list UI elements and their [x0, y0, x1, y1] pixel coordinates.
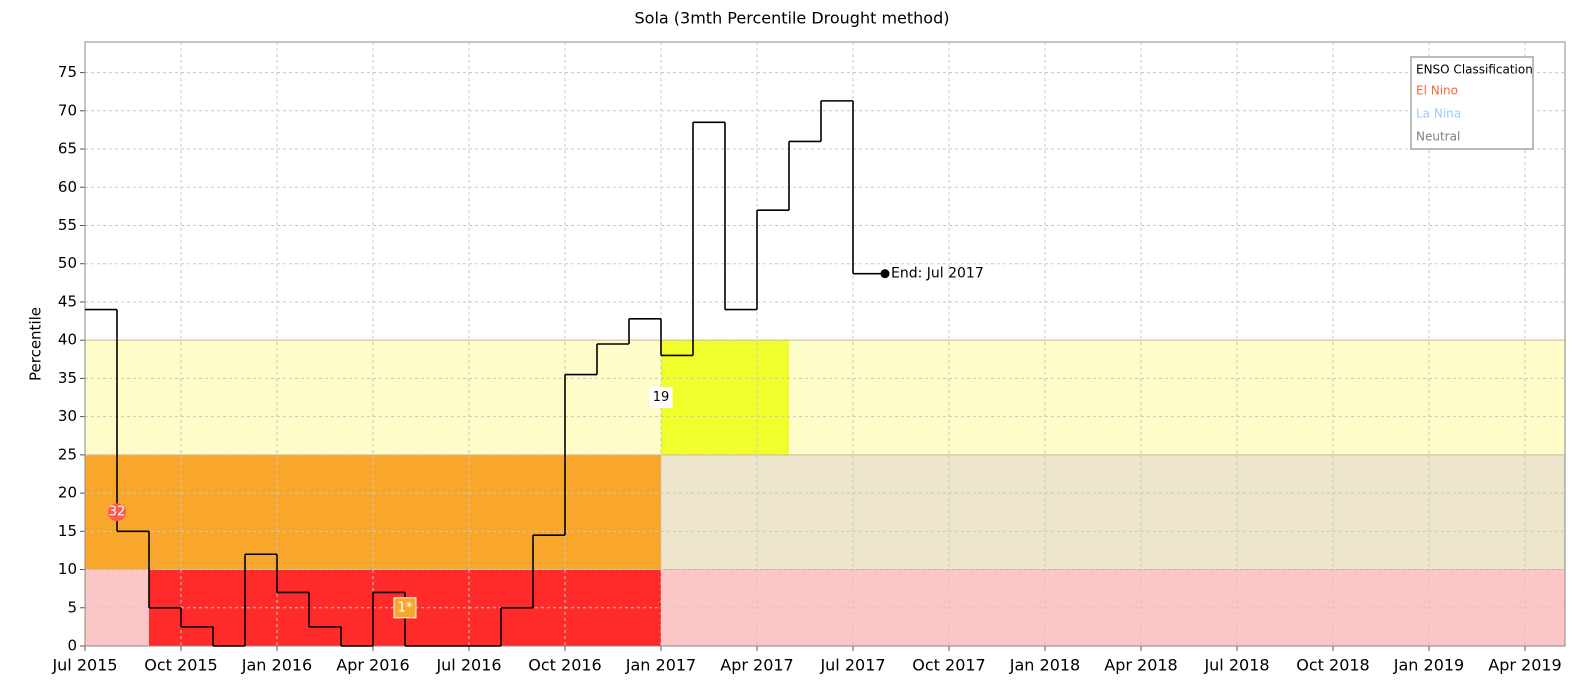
y-tick-label: 60 — [58, 178, 77, 196]
x-tick-label: Oct 2015 — [144, 656, 217, 675]
x-tick-label: Apr 2019 — [1488, 656, 1561, 675]
x-tick-label: Oct 2016 — [528, 656, 601, 675]
end-point — [880, 269, 890, 279]
legend-item: La Nina — [1416, 107, 1461, 121]
annotation-label: 19 — [653, 390, 670, 405]
x-tick-label: Jul 2016 — [435, 656, 501, 675]
legend-item: Neutral — [1416, 130, 1460, 144]
y-tick-label: 50 — [58, 254, 77, 272]
enso-region — [661, 340, 789, 455]
x-tick-label: Jan 2016 — [241, 656, 312, 675]
annotation-label: 1* — [398, 600, 413, 615]
x-tick-label: Jan 2018 — [1009, 656, 1080, 675]
y-tick-label: 20 — [58, 484, 77, 502]
x-tick-label: Jul 2015 — [51, 656, 117, 675]
y-tick-label: 25 — [58, 445, 77, 463]
end-label: End: Jul 2017 — [891, 266, 984, 282]
y-tick-label: 35 — [58, 369, 77, 387]
y-tick-label: 55 — [58, 216, 77, 234]
y-tick-label: 45 — [58, 292, 77, 310]
chart-title: Sola (3mth Percentile Drought method) — [635, 9, 950, 28]
y-tick-label: 0 — [67, 637, 77, 655]
plot-frame — [84, 41, 1566, 647]
legend-box — [1410, 56, 1534, 150]
x-tick-label: Oct 2017 — [912, 656, 985, 675]
y-tick-label: 70 — [58, 101, 77, 119]
x-tick-label: Apr 2017 — [720, 656, 793, 675]
band — [85, 340, 1565, 455]
y-tick-label: 30 — [58, 407, 77, 425]
y-tick-label: 75 — [58, 63, 77, 81]
x-tick-label: Apr 2018 — [1104, 656, 1177, 675]
y-tick-label: 65 — [58, 140, 77, 158]
y-tick-label: 40 — [58, 331, 77, 349]
x-tick-label: Jul 2017 — [819, 656, 885, 675]
y-tick-label: 10 — [58, 560, 77, 578]
annotation-marker — [108, 503, 126, 522]
x-tick-label: Jan 2019 — [1393, 656, 1464, 675]
x-tick-label: Jan 2017 — [625, 656, 696, 675]
legend-item: El Nino — [1416, 84, 1458, 98]
x-tick-label: Jul 2018 — [1203, 656, 1269, 675]
annotation-marker — [649, 387, 673, 409]
annotation-label: 32 — [109, 505, 126, 520]
y-axis-label: Percentile — [27, 307, 45, 381]
x-tick-label: Oct 2018 — [1296, 656, 1369, 675]
y-tick-label: 5 — [67, 598, 77, 616]
legend-title: ENSO Classification — [1416, 63, 1533, 77]
x-tick-label: Apr 2016 — [336, 656, 409, 675]
annotation-marker — [393, 597, 417, 619]
y-tick-label: 15 — [58, 522, 77, 540]
